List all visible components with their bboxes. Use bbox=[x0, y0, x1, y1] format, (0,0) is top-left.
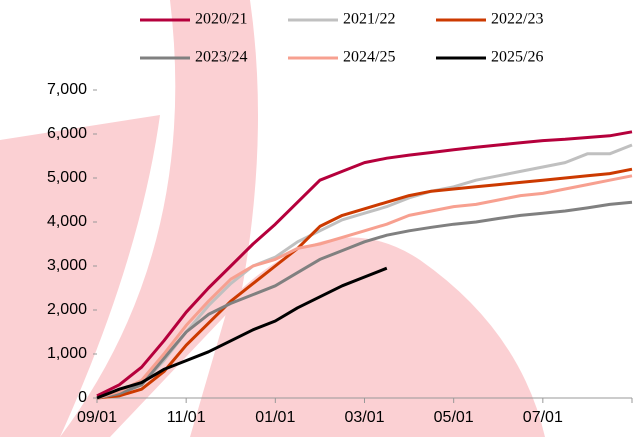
y-tick-label: 3,000 bbox=[47, 257, 87, 274]
y-tick-label: 4,000 bbox=[47, 213, 87, 230]
x-tick-label: 11/01 bbox=[167, 409, 206, 426]
x-tick-label: 07/01 bbox=[523, 409, 563, 426]
legend-label: 2023/24 bbox=[195, 49, 247, 66]
y-tick-label: 7,000 bbox=[47, 81, 87, 98]
chart: 2020/21 2021/22 2022/23 2023/24 2024/25 2025/… bbox=[0, 0, 640, 437]
y-tick-label: 5,000 bbox=[47, 169, 87, 186]
y-tick-label: 0 bbox=[78, 389, 87, 406]
y-tick-label: 1,000 bbox=[47, 345, 87, 362]
legend-label: 2020/21 bbox=[195, 11, 247, 28]
x-tick-label: 03/01 bbox=[344, 409, 384, 426]
y-tick-label: 2,000 bbox=[47, 301, 87, 318]
x-tick-label: 09/01 bbox=[77, 409, 117, 426]
legend-label: 2021/22 bbox=[343, 11, 395, 28]
legend-label: 2022/23 bbox=[491, 11, 543, 28]
x-tick-label: 01/01 bbox=[255, 409, 295, 426]
x-tick-label: 05/01 bbox=[434, 409, 474, 426]
page: {"chart_data": { "type": "line", "catego… bbox=[0, 0, 640, 437]
legend-label: 2025/26 bbox=[491, 49, 543, 66]
y-tick-label: 6,000 bbox=[47, 125, 87, 142]
legend-label: 2024/25 bbox=[343, 49, 395, 66]
